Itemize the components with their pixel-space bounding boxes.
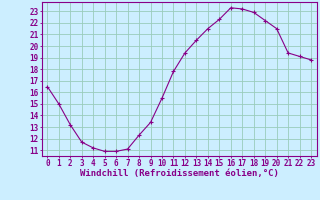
- X-axis label: Windchill (Refroidissement éolien,°C): Windchill (Refroidissement éolien,°C): [80, 169, 279, 178]
